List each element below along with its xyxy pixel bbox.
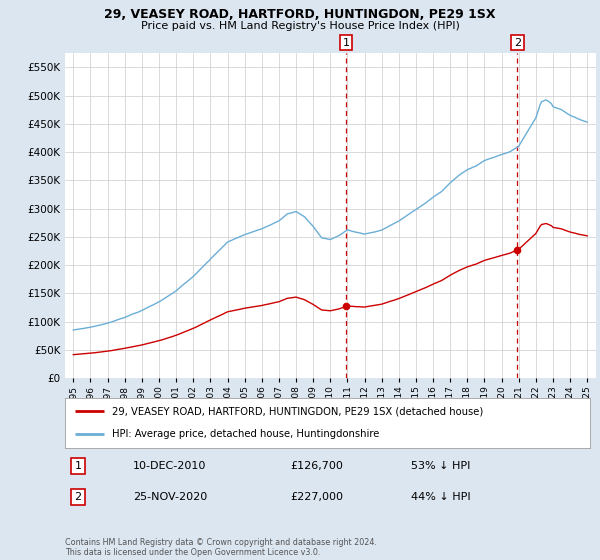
- Text: Contains HM Land Registry data © Crown copyright and database right 2024.
This d: Contains HM Land Registry data © Crown c…: [65, 538, 377, 557]
- Text: 10-DEC-2010: 10-DEC-2010: [133, 461, 206, 471]
- Text: 2: 2: [74, 492, 82, 502]
- Text: 1: 1: [74, 461, 82, 471]
- Text: 44% ↓ HPI: 44% ↓ HPI: [412, 492, 471, 502]
- Text: £227,000: £227,000: [290, 492, 344, 502]
- Text: 29, VEASEY ROAD, HARTFORD, HUNTINGDON, PE29 1SX: 29, VEASEY ROAD, HARTFORD, HUNTINGDON, P…: [104, 8, 496, 21]
- Text: 1: 1: [343, 38, 350, 48]
- Text: £126,700: £126,700: [290, 461, 343, 471]
- Text: 2: 2: [514, 38, 521, 48]
- Text: HPI: Average price, detached house, Huntingdonshire: HPI: Average price, detached house, Hunt…: [112, 430, 379, 440]
- Text: 29, VEASEY ROAD, HARTFORD, HUNTINGDON, PE29 1SX (detached house): 29, VEASEY ROAD, HARTFORD, HUNTINGDON, P…: [112, 406, 484, 416]
- Text: 53% ↓ HPI: 53% ↓ HPI: [412, 461, 470, 471]
- Text: Price paid vs. HM Land Registry's House Price Index (HPI): Price paid vs. HM Land Registry's House …: [140, 21, 460, 31]
- Text: 25-NOV-2020: 25-NOV-2020: [133, 492, 208, 502]
